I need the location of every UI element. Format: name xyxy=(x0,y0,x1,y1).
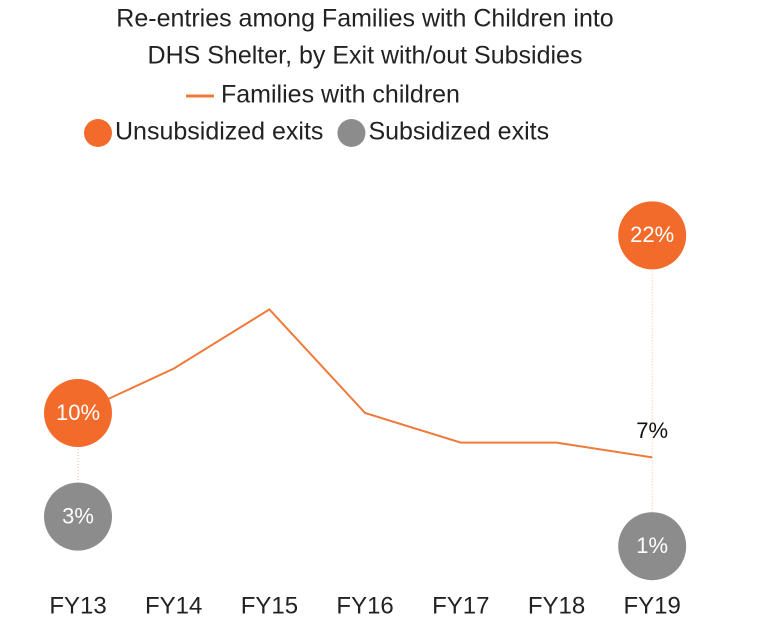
dot xyxy=(44,482,112,551)
chart-title: Re-entries among Families with Children … xyxy=(116,5,613,33)
line xyxy=(77,308,653,459)
x-tick-label: FY19 xyxy=(624,592,681,619)
data-label: 10% xyxy=(56,400,100,425)
dot xyxy=(618,201,687,270)
data-label: 1% xyxy=(636,533,668,558)
chart-title: DHS Shelter, by Exit with/out Subsidies xyxy=(148,42,583,70)
x-tick-label: FY13 xyxy=(49,592,106,619)
legend-label: Subsidized exits xyxy=(368,118,549,146)
data-label: 7% xyxy=(636,418,668,443)
x-tick-label: FY18 xyxy=(528,592,585,619)
data-label: 3% xyxy=(62,503,94,528)
x-tick-label: FY16 xyxy=(336,592,393,619)
dot xyxy=(44,379,112,447)
x-tick-label: FY15 xyxy=(241,592,298,619)
dot xyxy=(618,512,687,581)
legend-dot xyxy=(337,119,366,147)
legend-label: Unsubsidized exits xyxy=(115,118,323,146)
x-tick-label: FY14 xyxy=(145,592,202,619)
x-tick-label: FY17 xyxy=(432,592,489,619)
legend-label: Families with children xyxy=(221,81,460,109)
legend-dot xyxy=(84,119,112,147)
data-label: 22% xyxy=(630,222,674,247)
